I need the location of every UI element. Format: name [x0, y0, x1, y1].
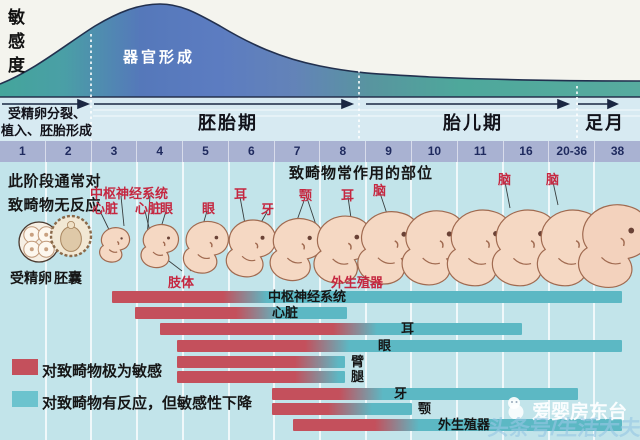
week-cell-38: 38 [610, 144, 625, 158]
sensitivity-bar [160, 323, 522, 335]
organ-pointer-label: 脑 [498, 172, 512, 187]
no-response-note-line1: 此阶段通常对 [8, 173, 102, 190]
sensitivity-bar-label: 耳 [401, 321, 415, 336]
week-cell-3: 3 [92, 141, 138, 162]
sensitivity-axis-label: 敏感度 [8, 8, 25, 75]
week-cell-20-36: 20-36 [549, 141, 596, 162]
sensitivity-bar-label: 中枢神经系统 [268, 289, 347, 304]
sensitivity-bar [272, 388, 578, 400]
sensitivity-bar [272, 403, 412, 415]
organ-pointer-label: 眼 [160, 201, 174, 216]
sensitivity-curve-chart [0, 3, 640, 140]
sensitivity-bar [112, 291, 622, 303]
week-cell-9: 9 [366, 141, 413, 162]
week-cell-16: 16 [504, 141, 550, 162]
week-cell-10: 10 [412, 141, 458, 162]
legend-teal-label: 对致畸物有反应，但敏感性下降 [42, 395, 253, 412]
sensitivity-bar [177, 371, 345, 383]
period-fetal-label: 胎儿期 [443, 113, 503, 133]
legend-red-label: 对致畸物极为敏感 [42, 363, 163, 380]
sensitivity-bar-label: 腿 [351, 369, 365, 384]
sensitivity-bar [135, 307, 347, 319]
organ-pointer-label: 肢体 [168, 275, 195, 290]
hairlines [93, 109, 640, 117]
organ-pointer-label: 脑 [373, 183, 387, 198]
sensitivity-bar-label: 眼 [378, 338, 392, 353]
week-cell-2: 2 [46, 141, 92, 162]
sensitivity-curve-fill [0, 4, 640, 97]
column-gridline [90, 162, 93, 440]
sensitivity-bar-label: 牙 [394, 386, 408, 401]
week-strip: 1 2 3 4 5 6 7 8 9 10 11 16 20-36 38 [0, 141, 640, 162]
sensitivity-bar [293, 419, 622, 431]
organ-pointer-label: 心脏 [92, 201, 119, 216]
week-cell-6: 6 [229, 141, 275, 162]
sensitivity-bar-label: 心脏 [272, 305, 299, 320]
period-arrows [2, 98, 619, 110]
sensitivity-bar [177, 356, 345, 368]
week-cell-7: 7 [275, 141, 321, 162]
snowman-icon [508, 397, 524, 419]
period-cleavage-label-line1: 受精卵分裂、 [8, 106, 87, 121]
blastocyst-label: 胚囊 [54, 270, 82, 286]
organ-pointer-label: 心脏 [135, 201, 162, 216]
week-cell-4: 4 [137, 141, 184, 162]
organ-pointer-label: 耳 [234, 187, 248, 202]
sensitivity-bar [177, 340, 622, 352]
period-cleavage-label-line2: 植入、胚胎形成 [1, 123, 93, 138]
organ-pointer-label: 脑 [546, 172, 560, 187]
organ-pointer-label: 牙 [261, 202, 275, 217]
organ-pointer-label: 眼 [202, 201, 216, 216]
legend-teal-swatch [12, 391, 38, 407]
sensitivity-bar-label: 颚 [418, 401, 432, 416]
week-cell-5: 5 [183, 141, 229, 162]
watermark-line2: 头条号/生活大夫 [486, 417, 640, 440]
organ-pointer-label: 颚 [299, 188, 313, 203]
sensitivity-bar-label: 外生殖器 [438, 417, 491, 432]
organ-pointer-label: 耳 [341, 188, 355, 203]
period-label-band [0, 98, 640, 141]
watermark-line1: 爱婴房东台 [532, 402, 628, 423]
sensitivity-curve-line [0, 3, 640, 85]
period-embryonic-label: 胚胎期 [198, 113, 258, 133]
week-cell-8: 8 [320, 141, 367, 162]
organ-formation-label: 器官形成 [123, 49, 196, 66]
legend-red-swatch [12, 359, 38, 375]
column-gridline [44, 162, 47, 440]
sensitivity-bar-label: 臂 [351, 354, 365, 369]
week-cell-1: 1 [0, 141, 46, 162]
affected-parts-title: 致畸物常作用的部位 [289, 165, 434, 182]
no-response-note-line2: 致畸物无反应 [8, 197, 102, 214]
week-cell-11: 11 [458, 141, 504, 162]
egg-label: 受精卵 [10, 270, 52, 286]
period-term-label: 足月 [585, 113, 625, 133]
